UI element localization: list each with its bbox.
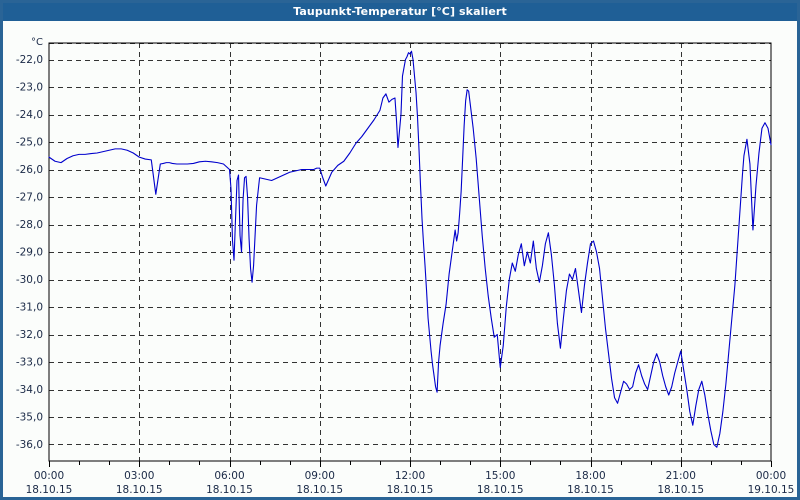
y-tick-label: -24,0 <box>16 109 43 121</box>
y-tick-label: -28,0 <box>16 219 43 231</box>
y-axis-tick-labels: -22,0 -23,0 -24,0 -25,0 -26,0 -27,0 -28,0 -29,0… <box>16 54 43 451</box>
y-axis-unit-label: °C <box>31 37 43 48</box>
x-tick-time-label: 00:00 <box>34 470 64 482</box>
data-series-line <box>48 50 772 448</box>
y-tick-label: -31,0 <box>16 302 43 314</box>
window-title: Taupunkt-Temperatur [°C] skaliert <box>3 3 797 21</box>
y-tick-label: -32,0 <box>16 329 43 341</box>
y-tick-label: -26,0 <box>16 164 43 176</box>
x-tick-time-label: 18:00 <box>575 470 605 482</box>
x-tick-time-label: 15:00 <box>485 470 515 482</box>
x-tick-date-label: 18.10.15 <box>657 484 704 496</box>
y-tick-label: -36,0 <box>16 439 43 451</box>
x-tick-time-label: 03:00 <box>124 470 154 482</box>
y-tick-label: -23,0 <box>16 82 43 94</box>
x-axis-tick-labels: 00:00 18.10.15 03:00 18.10.15 06:00 18.10.15 0… <box>26 470 795 496</box>
x-tick-date-label: 18.10.15 <box>206 484 253 496</box>
x-tick-date-label: 18.10.15 <box>296 484 343 496</box>
x-tick-time-label: 09:00 <box>305 470 335 482</box>
x-tick-date-label: 18.10.15 <box>116 484 163 496</box>
plot-frame <box>48 42 772 462</box>
x-tick-date-label: 18.10.15 <box>567 484 614 496</box>
y-tick-label: -35,0 <box>16 412 43 424</box>
chart-svg: -22,0 -23,0 -24,0 -25,0 -26,0 -27,0 -28,0 -29,0… <box>16 37 795 496</box>
major-tick-marks <box>49 461 772 467</box>
x-tick-time-label: 12:00 <box>395 470 425 482</box>
x-tick-time-label: 06:00 <box>214 470 244 482</box>
y-tick-label: -27,0 <box>16 192 43 204</box>
y-tick-label: -22,0 <box>16 54 43 66</box>
y-tick-label: -33,0 <box>16 357 43 369</box>
plot-container: -22,0 -23,0 -24,0 -25,0 -26,0 -27,0 -28,0 -29,0… <box>3 21 797 497</box>
x-tick-date-label: 18.10.15 <box>387 484 434 496</box>
x-tick-time-label: 21:00 <box>666 470 696 482</box>
x-tick-date-label: 18.10.15 <box>477 484 524 496</box>
y-tick-label: -29,0 <box>16 247 43 259</box>
y-tick-label: -34,0 <box>16 384 43 396</box>
x-tick-date-label: 19.10.15 <box>748 484 795 496</box>
y-tick-label: -25,0 <box>16 137 43 149</box>
y-tick-label: -30,0 <box>16 274 43 286</box>
gridlines-vertical <box>139 43 682 461</box>
x-tick-time-label: 00:00 <box>756 470 786 482</box>
x-tick-date-label: 18.10.15 <box>26 484 73 496</box>
